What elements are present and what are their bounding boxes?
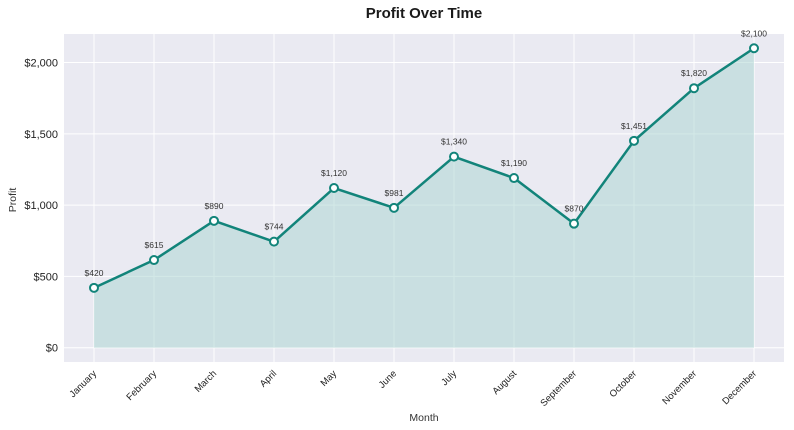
data-point bbox=[689, 83, 699, 94]
data-label: $1,340 bbox=[441, 137, 467, 147]
line-layer bbox=[93, 47, 755, 289]
data-label: $890 bbox=[205, 201, 224, 211]
y-axis-label: Profit bbox=[7, 188, 19, 213]
area-fill bbox=[94, 48, 754, 348]
x-tick-label: November bbox=[660, 368, 699, 407]
x-axis-label: Month bbox=[409, 412, 438, 424]
x-tick-label: September bbox=[538, 368, 579, 409]
x-tick-label: October bbox=[607, 368, 639, 400]
data-label: $1,820 bbox=[681, 68, 707, 78]
data-label: $1,120 bbox=[321, 168, 347, 178]
data-labels: $420 $615 $890 $744 $1,120 $981 $1,340 $1,190 $8… bbox=[85, 28, 768, 278]
x-tick-label: February bbox=[124, 368, 159, 403]
series-line bbox=[93, 47, 755, 289]
y-axis-ticks: $0 $500 $1,000 $1,500 $2,000 bbox=[24, 58, 58, 355]
x-axis-ticks: January February March April May June July Augu… bbox=[67, 368, 759, 409]
x-tick-label: March bbox=[193, 368, 219, 394]
area-layer bbox=[94, 48, 754, 348]
data-point bbox=[749, 43, 759, 54]
y-tick-label: $2,000 bbox=[24, 58, 58, 70]
data-label: $870 bbox=[565, 204, 584, 214]
x-tick-label: January bbox=[67, 368, 99, 400]
x-tick-label: December bbox=[720, 368, 759, 407]
y-tick-label: $1,000 bbox=[24, 200, 58, 212]
data-point bbox=[329, 183, 339, 194]
data-point bbox=[269, 236, 279, 247]
data-label: $420 bbox=[85, 268, 104, 278]
data-label: $981 bbox=[385, 188, 404, 198]
data-label: $1,451 bbox=[621, 121, 647, 131]
data-point bbox=[149, 255, 159, 266]
data-point bbox=[449, 151, 459, 162]
points-layer bbox=[89, 43, 759, 293]
data-point bbox=[89, 282, 99, 293]
x-tick-label: June bbox=[377, 368, 399, 390]
data-label: $615 bbox=[145, 240, 164, 250]
y-tick-label: $1,500 bbox=[24, 129, 58, 141]
y-tick-label: $0 bbox=[46, 343, 58, 355]
data-label: $1,190 bbox=[501, 158, 527, 168]
data-label: $2,100 bbox=[741, 28, 767, 38]
data-point bbox=[509, 173, 519, 184]
data-label: $744 bbox=[265, 222, 284, 232]
y-tick-label: $500 bbox=[34, 271, 58, 283]
x-tick-label: July bbox=[439, 368, 459, 388]
x-tick-label: May bbox=[319, 368, 340, 389]
data-point bbox=[629, 135, 639, 146]
chart-title: Profit Over Time bbox=[366, 5, 482, 22]
x-tick-label: April bbox=[258, 368, 279, 389]
data-point bbox=[389, 202, 399, 213]
data-point bbox=[569, 218, 579, 229]
data-point bbox=[209, 215, 219, 226]
x-tick-label: August bbox=[490, 368, 519, 397]
